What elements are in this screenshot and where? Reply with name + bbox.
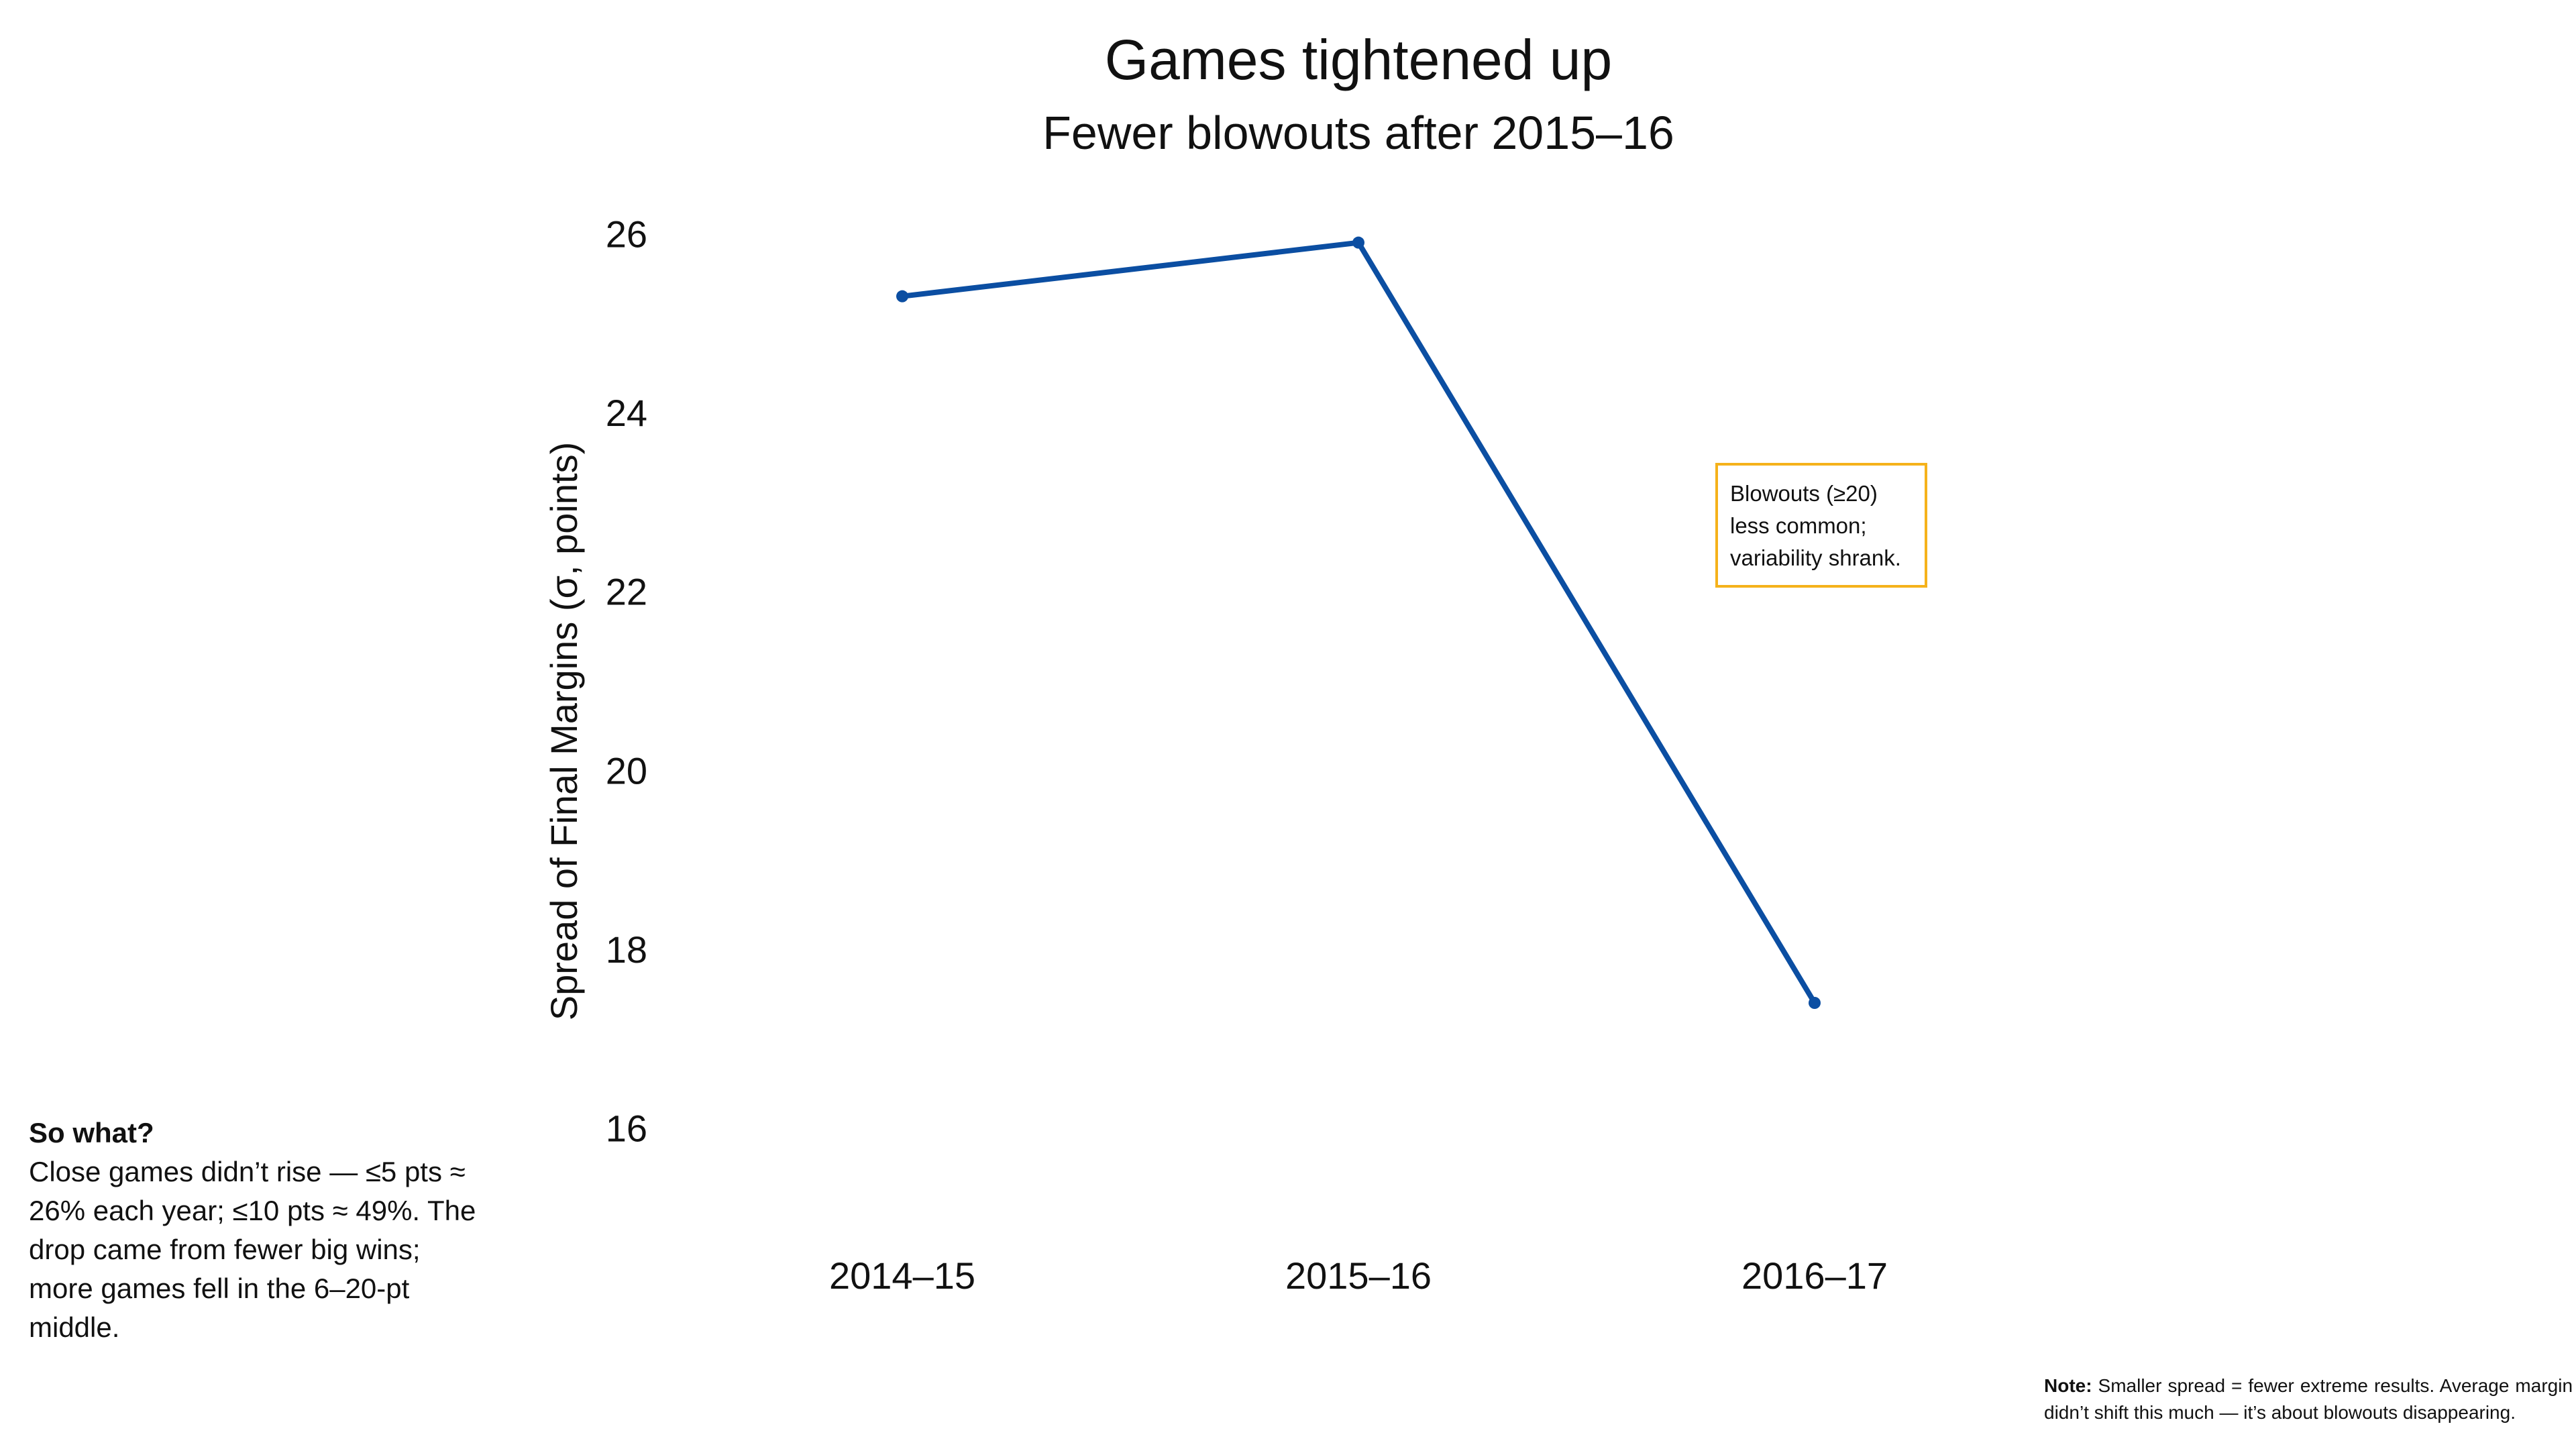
y-tick-label: 18 [606,928,647,971]
data-point [1352,236,1364,249]
footnote: Note: Smaller spread = fewer extreme res… [2044,1373,2573,1426]
so-what-line: middle. [29,1311,120,1343]
annotation-box: Blowouts (≥20) less common; variability … [1715,463,1927,588]
y-tick-label: 26 [606,213,647,255]
y-tick-label: 24 [606,392,647,434]
series-line-segment [1356,239,1817,1006]
footnote-label: Note: [2044,1375,2092,1396]
x-tick-group: 2014–15 2015–16 2016–17 [829,1254,1888,1297]
footnote-text: Smaller spread = fewer extreme results. … [2044,1375,2573,1423]
data-point [1809,997,1821,1009]
chart-title: Games tightened up [1105,28,1613,91]
so-what-line: Close games didn’t rise — ≤5 pts ≈ [29,1156,466,1187]
so-what-heading: So what? [29,1117,154,1148]
annotation-line: variability shrank. [1730,545,1901,570]
y-tick-group: 16 18 20 22 24 26 [606,213,647,1149]
so-what-line: drop came from fewer big wins; [29,1234,421,1265]
x-tick-label: 2014–15 [829,1254,975,1297]
so-what-line: 26% each year; ≤10 pts ≈ 49%. The [29,1195,476,1226]
series-line-segment [900,239,1361,299]
y-tick-label: 20 [606,749,647,792]
chart-subtitle: Fewer blowouts after 2015–16 [1042,107,1674,159]
y-tick-label: 22 [606,571,647,613]
annotation-line: less common; [1730,513,1867,538]
so-what-panel: So what? Close games didn’t rise — ≤5 pt… [29,1114,485,1347]
series-layer [896,236,1821,1009]
annotation-line: Blowouts (≥20) [1730,481,1878,506]
x-tick-label: 2015–16 [1285,1254,1432,1297]
y-tick-label: 16 [606,1108,647,1150]
so-what-line: more games fell in the 6–20-pt [29,1273,410,1304]
y-axis-label: Spread of Final Margins (σ, points) [543,442,585,1020]
data-point [896,290,908,303]
x-tick-label: 2016–17 [1741,1254,1888,1297]
so-what-body: Close games didn’t rise — ≤5 pts ≈ 26% e… [29,1152,485,1347]
